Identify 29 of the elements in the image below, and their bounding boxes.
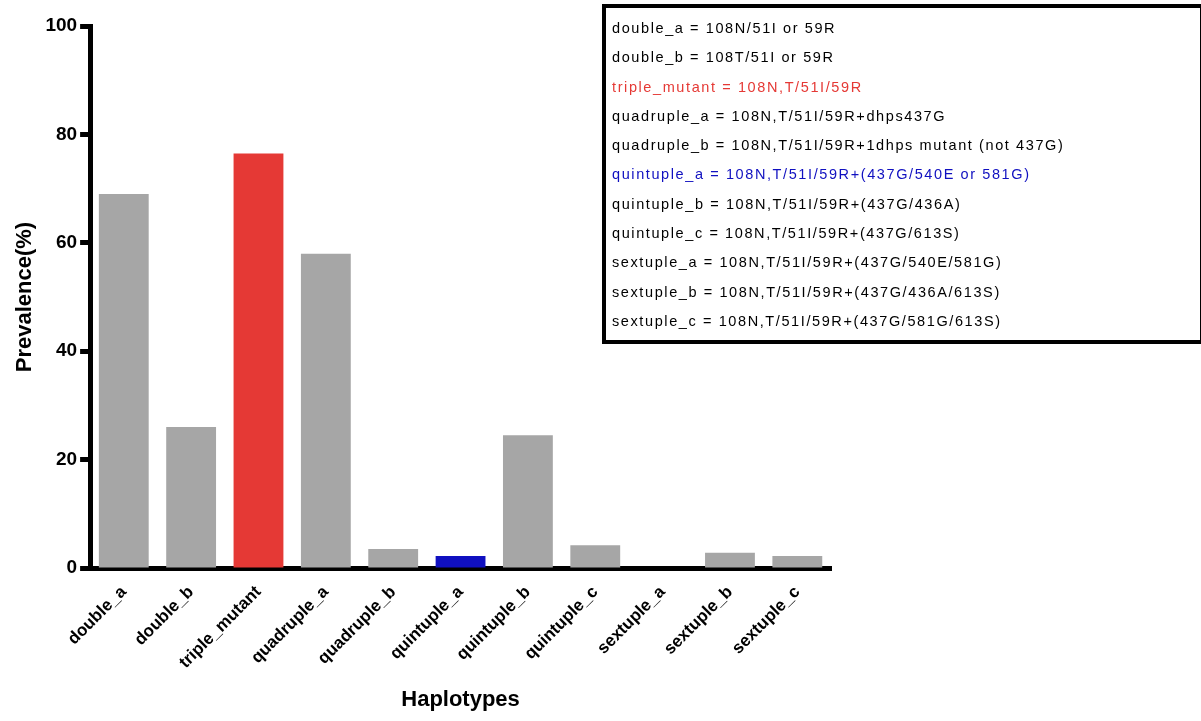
annotation: quadruple_b = 108N,T/51I/59R+1dhps mutant (not 437G) — [612, 136, 1066, 156]
bar — [502, 435, 553, 568]
bar — [705, 552, 755, 568]
y-tick-label: 0 — [66, 556, 78, 578]
annotation: sextuple_b = 108N,T/51I/59R+(437G/436A/613S) — [612, 282, 1002, 302]
bar — [98, 194, 149, 568]
annotation: double_b = 108T/51I or 59R — [612, 48, 836, 68]
y-tick-label: 60 — [55, 231, 78, 253]
annotation: quintuple_c = 108N,T/51I/59R+(437G/613S) — [612, 224, 962, 244]
x-axis-title: Haplotypes — [401, 685, 520, 711]
bar — [435, 556, 486, 568]
bar — [233, 153, 284, 568]
bar — [772, 556, 823, 568]
annotation: sextuple_c = 108N,T/51I/59R+(437G/581G/613S) — [612, 311, 1003, 331]
annotation: quadruple_a = 108N,T/51I/59R+dhps437G — [612, 106, 948, 126]
annotation: triple_mutant = 108N,T/51I/59R — [612, 77, 864, 97]
bar — [368, 549, 419, 568]
y-tick-label: 20 — [55, 447, 78, 469]
y-tick-label: 40 — [55, 339, 78, 361]
annotation: double_a = 108N/51I or 59R — [612, 19, 838, 38]
bar — [300, 253, 351, 568]
annotation: sextuple_a = 108N,T/51I/59R+(437G/540E/581G) — [612, 253, 1004, 273]
bar — [166, 427, 217, 568]
annotation: quintuple_b = 108N,T/51I/59R+(437G/436A) — [612, 194, 963, 214]
bar — [570, 545, 621, 568]
y-tick-label: 80 — [55, 122, 78, 144]
y-tick-label: 100 — [45, 14, 78, 36]
y-axis-title: Prevalence(%) — [11, 221, 37, 373]
annotation: quintuple_a = 108N,T/51I/59R+(437G/540E or 581G) — [612, 165, 1032, 185]
